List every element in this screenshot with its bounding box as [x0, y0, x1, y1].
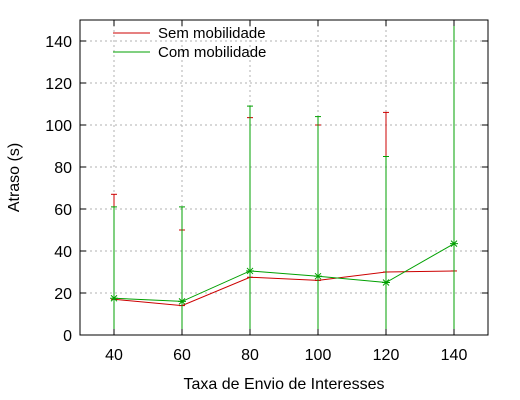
x-tick-label: 80: [241, 347, 259, 364]
series-line: [113, 243, 455, 302]
x-tick-label: 120: [373, 347, 400, 364]
data-point: [382, 278, 390, 287]
y-tick-label: 40: [54, 244, 72, 261]
y-tick-label: 0: [63, 328, 72, 345]
series-sem-mobilidade: [111, 20, 457, 335]
plot-area-frame: [79, 19, 489, 336]
x-tick-label: 40: [105, 347, 123, 364]
legend-item: Com mobilidade: [113, 44, 266, 61]
series-com-mobilidade: [110, 20, 458, 335]
x-tick-label: 100: [305, 347, 332, 364]
series-layer: [110, 20, 458, 335]
y-tick-label: 140: [45, 34, 72, 51]
data-point: [450, 239, 458, 248]
legend-label: Sem mobilidade: [158, 25, 266, 42]
data-point: [314, 272, 322, 281]
grid: [80, 20, 488, 335]
y-tick-label: 100: [45, 118, 72, 135]
x-axis-label: Taxa de Envio de Interesses: [183, 376, 384, 393]
legend-item: Sem mobilidade: [113, 25, 266, 42]
y-tick-label: 80: [54, 160, 72, 177]
x-tick-label: 140: [441, 347, 468, 364]
data-point: [246, 266, 254, 275]
x-tick-label: 60: [173, 347, 191, 364]
y-tick-label: 120: [45, 76, 72, 93]
legend: Sem mobilidade Com mobilidade: [113, 25, 266, 61]
y-tick-label: 60: [54, 202, 72, 219]
data-point: [110, 294, 118, 303]
series-line: [113, 270, 455, 307]
legend-label: Com mobilidade: [158, 44, 266, 61]
data-point: [178, 297, 186, 306]
axis-ticks: 0 20 40 60 80 100 120 140 40 60 80 100 120 140: [45, 20, 488, 364]
y-tick-label: 20: [54, 286, 72, 303]
y-axis-label: Atraso (s): [6, 143, 23, 212]
